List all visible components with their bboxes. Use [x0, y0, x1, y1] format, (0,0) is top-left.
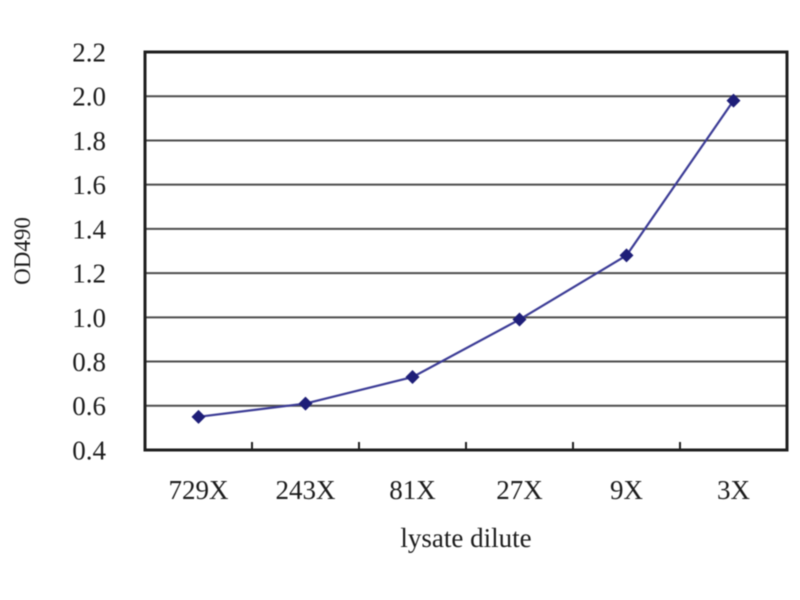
y-tick-label: 1.8	[72, 126, 106, 156]
y-tick-label: 2.0	[72, 82, 106, 112]
y-tick-label: 1.0	[72, 303, 106, 333]
x-tick-label: 729X	[169, 475, 230, 505]
y-tick-label: 2.2	[72, 37, 106, 67]
data-point-marker	[512, 312, 527, 327]
data-point-marker	[298, 396, 313, 411]
y-tick-label: 1.2	[72, 259, 106, 289]
x-axis-title: lysate dilute	[400, 523, 531, 553]
x-tick-label: 27X	[496, 475, 543, 505]
y-tick-label: 1.6	[72, 170, 106, 200]
x-tick-label: 9X	[610, 475, 644, 505]
y-tick-label: 0.8	[72, 347, 106, 377]
series-line	[198, 100, 735, 418]
x-tick-label: 243X	[276, 475, 337, 505]
x-tick-label: 3X	[717, 475, 751, 505]
y-tick-label: 1.4	[72, 214, 106, 244]
plot-border	[143, 50, 789, 452]
y-tick-label: 0.4	[72, 435, 106, 465]
y-tick-label: 0.6	[72, 391, 106, 421]
data-point-marker	[191, 409, 206, 424]
x-tick-label: 81X	[389, 475, 436, 505]
data-point-marker	[726, 93, 741, 108]
data-point-marker	[619, 248, 634, 263]
data-point-marker	[405, 370, 420, 385]
y-axis-title: OD490	[10, 217, 35, 285]
